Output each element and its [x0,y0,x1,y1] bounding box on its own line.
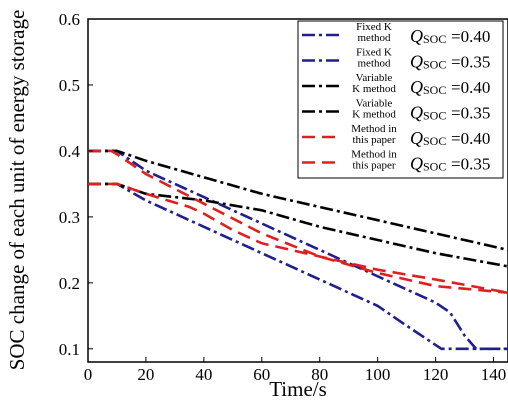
series-line-1 [88,149,508,351]
legend-label: Method in this paper [351,149,397,172]
legend-label: Variable K method [352,98,396,121]
x-tick-label: 140 [481,365,507,384]
x-axis-ticks: 0 20 40 60 80 100 120 140 [84,357,507,384]
legend-q-value: =0.35 [451,104,490,123]
legend-q-symbol: Q [410,103,423,123]
plot-frame [87,18,508,363]
x-axis-title: Time/s [269,377,327,401]
legend-q-symbol: Q [410,26,423,46]
y-axis-title: SOC change of each unit of energy storag… [5,10,29,371]
legend-label: Variable K method [352,72,396,95]
legend-q-subscript: SOC [423,32,446,46]
legend-entry: Method in this paper Q SOC =0.40 [302,123,490,148]
legend-q-value: =0.40 [451,27,490,46]
legend-q-value: =0.40 [451,78,490,97]
series-line-5 [88,149,508,294]
legend-q-subscript: SOC [423,58,446,72]
y-tick-label: 0.1 [59,340,80,359]
legend-label: Method in this paper [351,123,397,146]
legend-q-value: =0.35 [451,155,490,174]
legend-q-value: =0.35 [451,53,490,72]
y-tick-label: 0.3 [59,208,80,227]
series-line-3 [88,149,508,252]
legend-q-subscript: SOC [423,160,446,174]
legend-q-symbol: Q [410,77,423,97]
legend-box [297,20,504,179]
series-line-2 [88,182,508,351]
legend-q-subscript: SOC [423,83,446,97]
y-tick-label: 0.6 [59,10,80,29]
legend-q-subscript: SOC [423,109,446,123]
series-line-6 [88,182,508,294]
legend-q-symbol: Q [410,128,423,148]
y-tick-label: 0.4 [59,142,81,161]
legend-entry: Variable K method Q SOC =0.35 [302,98,490,123]
x-tick-label: 120 [423,365,449,384]
x-tick-label: 0 [84,365,93,384]
x-tick-label: 20 [137,365,154,384]
x-tick-label: 40 [195,365,212,384]
x-tick-label: 60 [253,365,270,384]
series-lines [88,149,508,351]
legend-q-value: =0.40 [451,129,490,148]
x-tick-label: 100 [365,365,391,384]
x-tick-label: 80 [311,365,328,384]
legend-entry: Variable K method Q SOC =0.40 [302,72,490,97]
legend-q-symbol: Q [410,154,423,174]
y-tick-label: 0.2 [59,274,80,293]
y-axis-ticks: 0.1 0.2 0.3 0.4 0.5 0.6 [59,10,93,359]
legend-q-symbol: Q [410,52,423,72]
series-line-4 [88,182,508,268]
y-tick-label: 0.5 [59,76,80,95]
legend-entry: Method in this paper Q SOC =0.35 [302,149,490,174]
legend-q-subscript: SOC [423,134,446,148]
